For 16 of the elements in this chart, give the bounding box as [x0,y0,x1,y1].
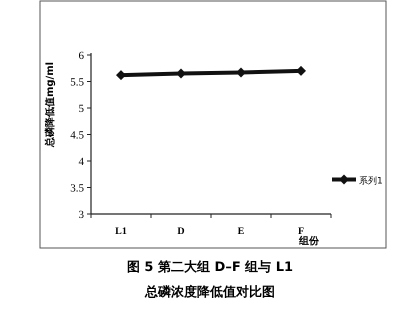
y-axis-title: 总磷降低值mg/ml [44,62,56,148]
y-tick-label: 6 [78,50,84,62]
y-tick-label: 5.5 [70,76,84,88]
y-tick-label: 3.5 [70,182,84,194]
y-tick-label: 3 [78,209,84,221]
x-tick-label: E [238,226,245,237]
y-tick-label: 4 [78,156,84,168]
legend-label: 系列1 [359,176,383,186]
y-tick-label: 5 [78,103,84,115]
text: 总磷浓度降低值对比图 [144,284,275,300]
y-tick-label: 4.5 [70,130,84,142]
text: 图 5 第二大组 D–F 组与 L1 [126,260,294,275]
x-axis-title: 组份 [298,235,320,247]
x-tick-label: L1 [115,226,127,237]
x-tick-label: F [298,226,304,237]
x-tick-label: D [177,226,185,237]
